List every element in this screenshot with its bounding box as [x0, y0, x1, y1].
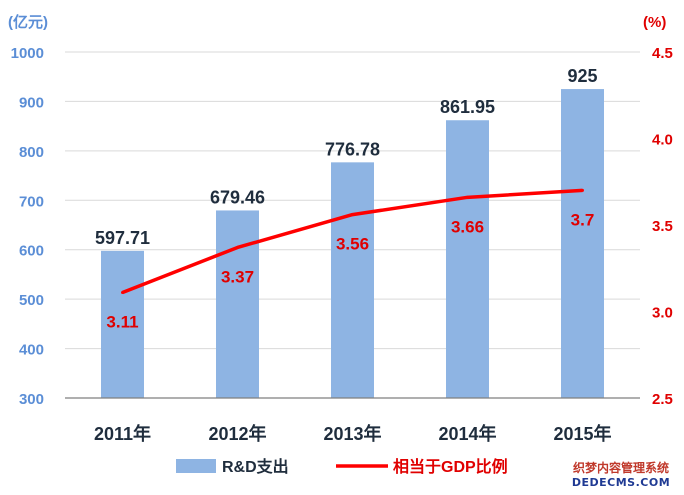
bar-value-label: 776.78: [325, 139, 380, 159]
y-right-unit: (%): [643, 14, 666, 31]
line-value-label: 3.11: [106, 312, 138, 331]
y-left-tick-label: 800: [19, 144, 44, 161]
bar: [216, 210, 259, 398]
y-left-tick-label: 700: [19, 193, 44, 210]
x-tick-label: 2014年: [438, 423, 496, 444]
y-left-tick-label: 300: [19, 391, 44, 408]
bar: [446, 120, 489, 398]
y-left-tick-label: 400: [19, 342, 44, 359]
y-right-tick-label: 3.5: [652, 218, 673, 235]
legend-swatch-bar: [176, 459, 216, 473]
watermark-line2: DEDECMS.COM: [571, 475, 671, 489]
bar-value-label: 925: [567, 66, 597, 86]
bar-value-label: 597.71: [95, 228, 150, 248]
line-series: [121, 188, 584, 295]
y-left-tick-label: 900: [19, 94, 44, 111]
line-value-label: 3.56: [336, 235, 369, 254]
x-tick-label: 2015年: [553, 423, 611, 444]
x-tick-label: 2011年: [94, 423, 151, 444]
line-value-label: 3.66: [451, 217, 484, 236]
line-value-label: 3.37: [221, 267, 254, 286]
bar-value-label: 679.46: [210, 187, 265, 207]
line-point: [466, 195, 469, 199]
y-left-tick-label: 500: [19, 292, 44, 309]
axes: 300 400 500 600 700 800 900 1000 2.5 3.0 3.5 4.0 4.5…: [8, 13, 673, 444]
y-right-tick-label: 2.5: [652, 391, 673, 408]
y-left-unit: (亿元): [8, 13, 48, 31]
y-left-tick-label: 1000: [11, 45, 44, 62]
line-point: [351, 213, 354, 217]
x-tick-label: 2012年: [208, 423, 266, 444]
data-labels: 597.71 679.46 776.78 861.95 925 3.11 3.37 3.56 3…: [95, 66, 598, 331]
bar: [331, 162, 374, 398]
watermark-logo: 织梦内容管理系统 DEDECMS.COM: [566, 461, 676, 489]
bar-series: [101, 89, 604, 399]
line-point: [236, 245, 239, 249]
line-value-label: 3.7: [571, 210, 595, 229]
legend-label-line: 相当于GDP比例: [393, 457, 508, 476]
bar: [561, 89, 604, 399]
y-right-tick-label: 4.5: [652, 45, 673, 62]
x-tick-label: 2013年: [323, 423, 381, 444]
legend-label-bar: R&D支出: [222, 457, 289, 476]
y-right-tick-label: 4.0: [652, 132, 673, 149]
bar-value-label: 861.95: [440, 97, 495, 117]
line-point: [121, 290, 124, 294]
watermark-line1: 织梦内容管理系统: [572, 461, 669, 476]
legend: R&D支出 相当于GDP比例: [176, 457, 508, 476]
y-left-tick-label: 600: [19, 243, 44, 260]
line-point: [581, 188, 584, 192]
bar: [101, 250, 144, 398]
y-right-tick-label: 3.0: [652, 305, 673, 322]
